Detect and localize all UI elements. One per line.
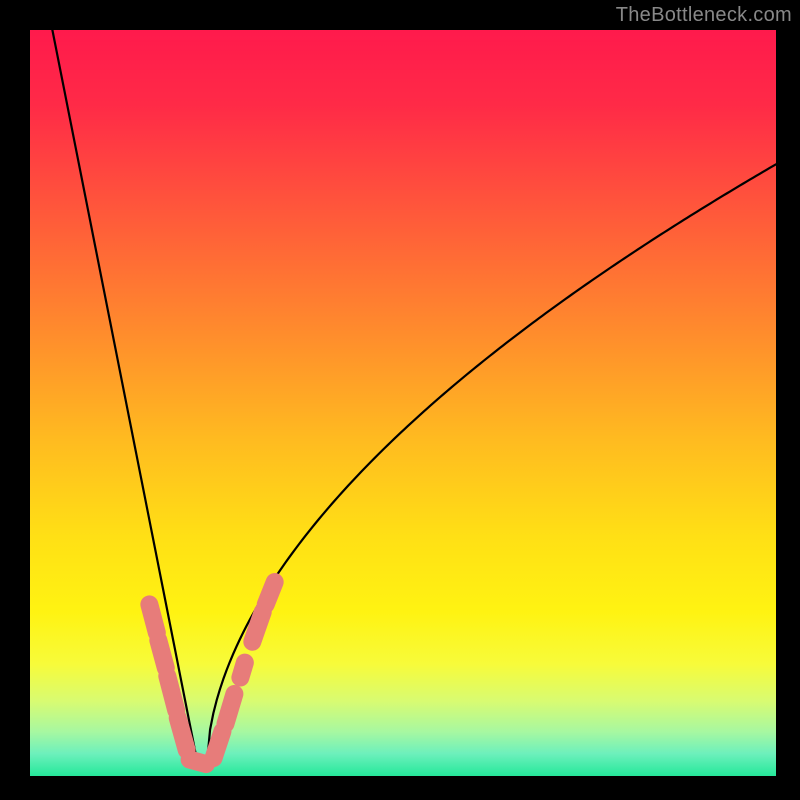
marker-segment bbox=[178, 718, 187, 750]
plot-background bbox=[30, 30, 776, 776]
chart-container: TheBottleneck.com bbox=[0, 0, 800, 800]
marker-segment bbox=[158, 640, 165, 668]
marker-segment bbox=[252, 612, 262, 642]
marker-segment bbox=[225, 694, 234, 724]
marker-segment bbox=[214, 731, 223, 758]
bottleneck-chart bbox=[0, 0, 800, 800]
watermark-text: TheBottleneck.com bbox=[616, 4, 792, 27]
marker-segment bbox=[167, 676, 176, 710]
marker-segment bbox=[190, 760, 206, 764]
marker-segment bbox=[266, 582, 275, 604]
marker-segment bbox=[149, 604, 156, 632]
marker-segment bbox=[240, 663, 244, 678]
